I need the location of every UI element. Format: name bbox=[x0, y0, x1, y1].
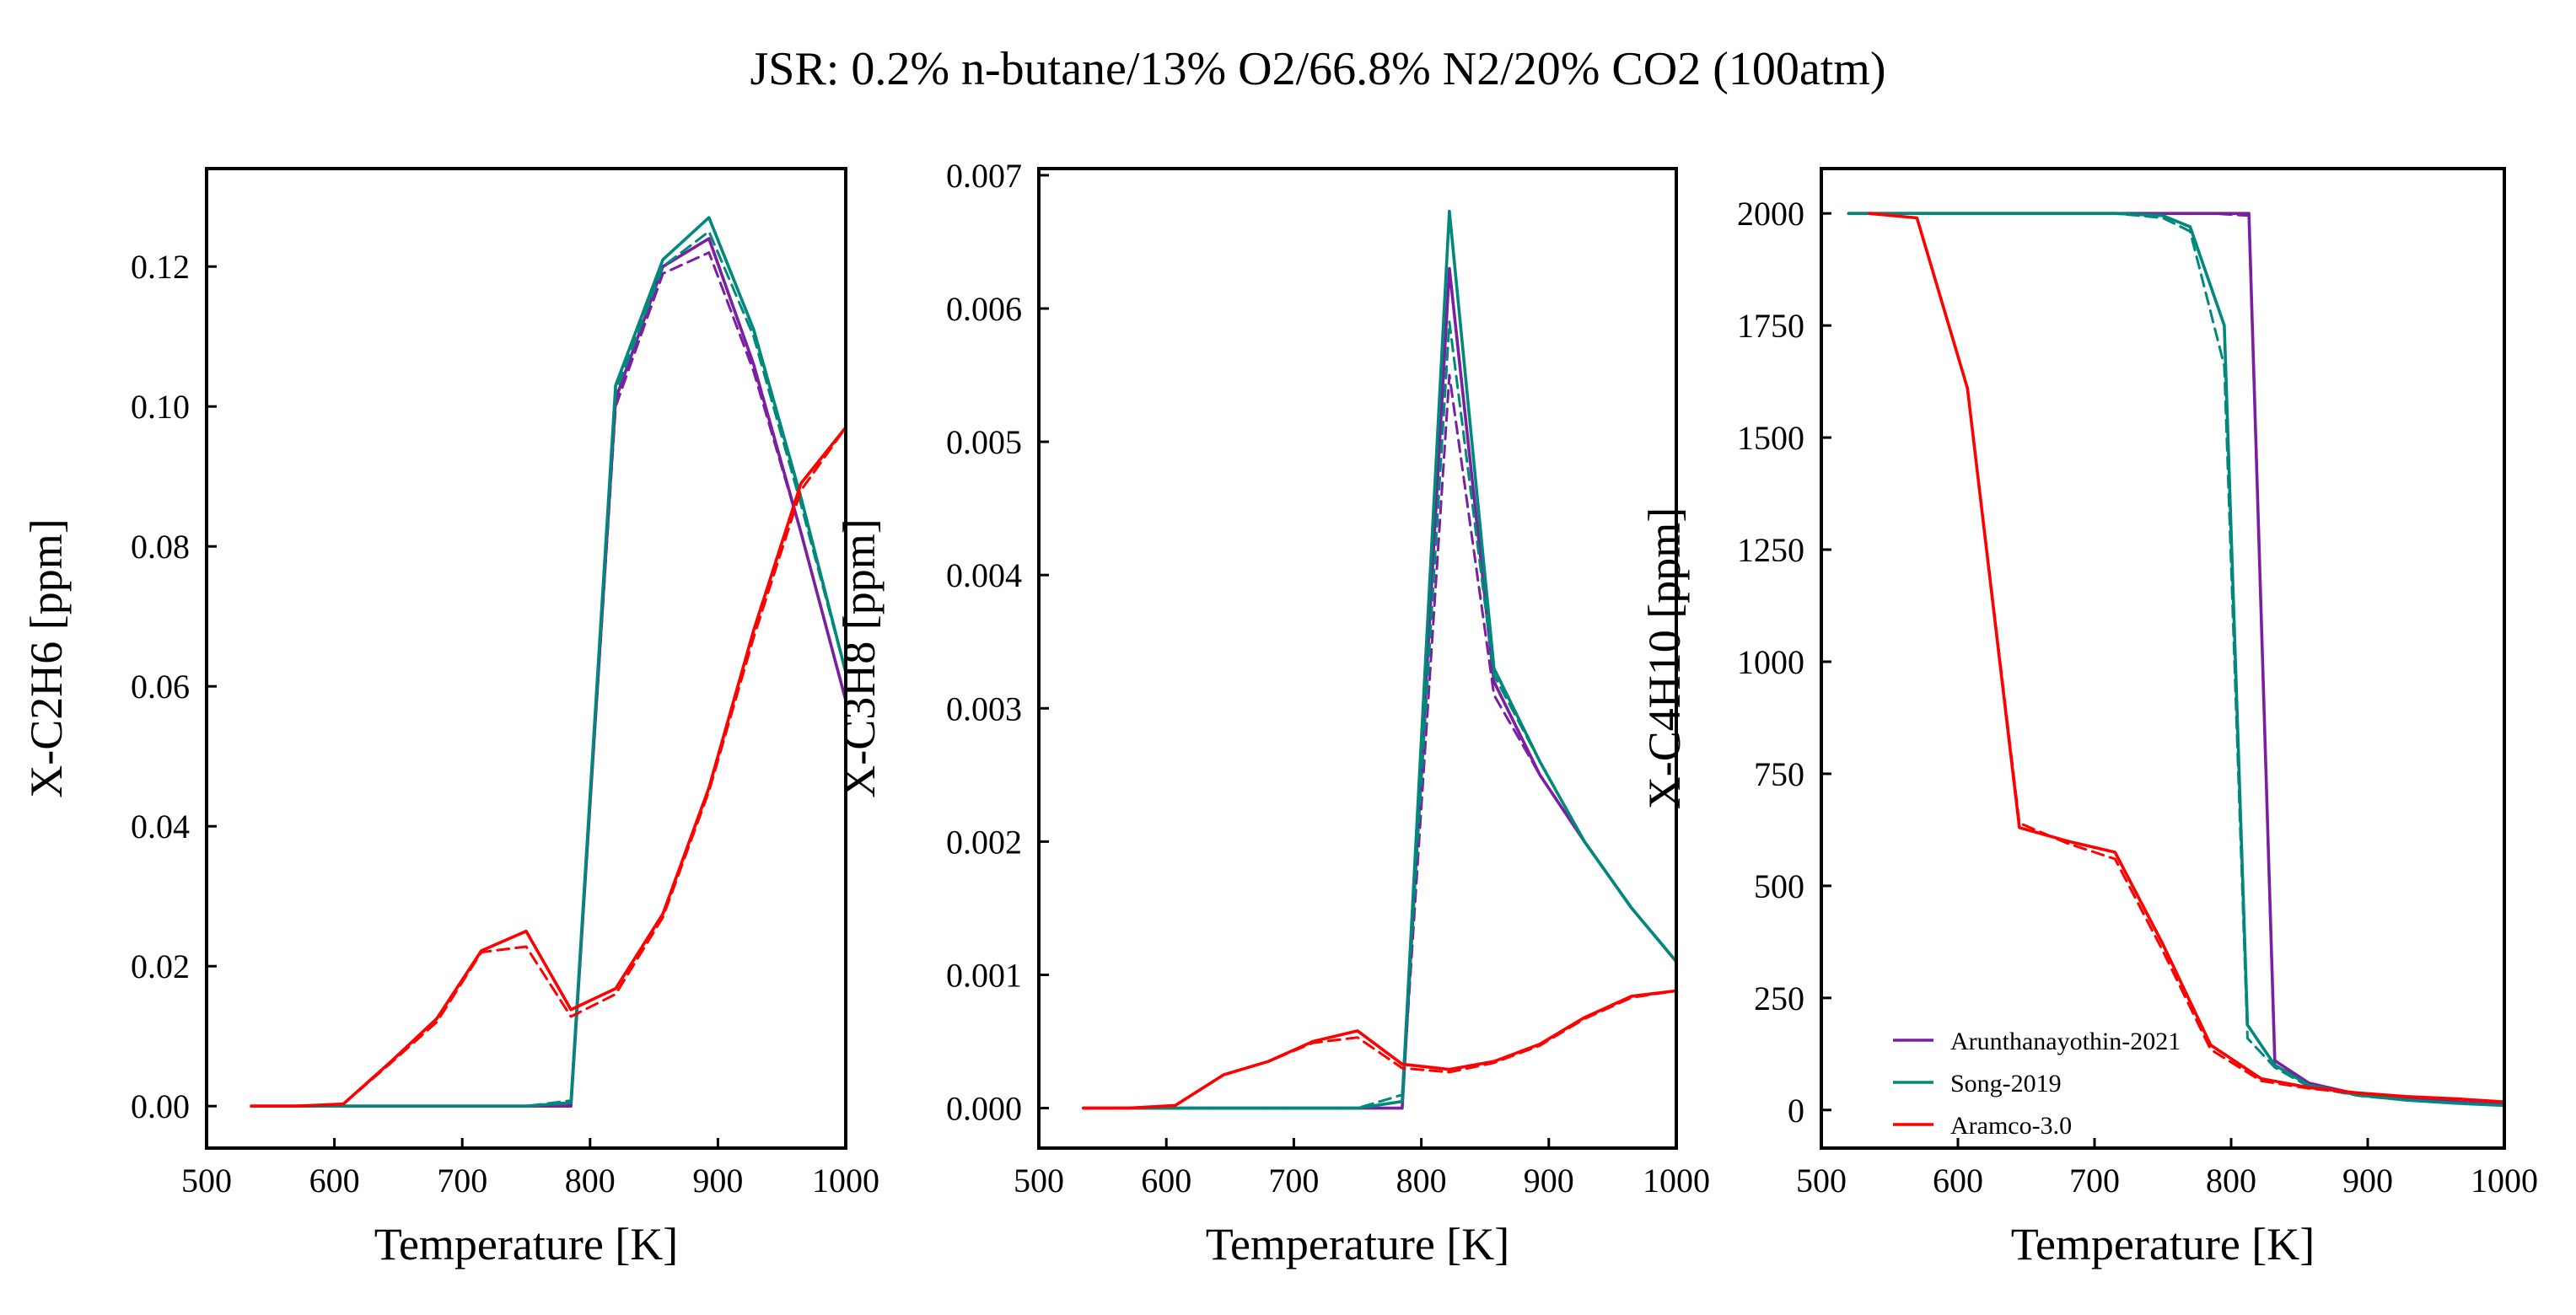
y-tick-label: 0.006 bbox=[946, 290, 1022, 328]
series-line-song-2019-dashed bbox=[1082, 320, 1676, 1110]
series-line-song-2019-dashed bbox=[1847, 212, 2504, 1107]
y-tick-label: 2000 bbox=[1737, 195, 1804, 233]
panel-c3h8: 500 600 700 800 900 1000 0.000 0.001 0.002 0.003 0… bbox=[834, 157, 1710, 1269]
y-tick-label: 0.00 bbox=[131, 1087, 190, 1125]
series-line-aramco-3-0-solid bbox=[1082, 989, 1676, 1110]
legend-label-song-2019: Song-2019 bbox=[1950, 1070, 2062, 1098]
y-tick-label: 0.007 bbox=[946, 157, 1022, 195]
series-line-song-2019-dashed bbox=[250, 230, 846, 1108]
x-tick-label: 800 bbox=[1396, 1162, 1447, 1200]
y-tick-label: 0 bbox=[1788, 1092, 1804, 1130]
series-line-aramco-3-0-solid bbox=[250, 426, 846, 1108]
y-tick-label: 0.06 bbox=[131, 668, 190, 706]
series-line-aramco-3-0-dashed bbox=[1868, 212, 2504, 1103]
x-tick-label: 700 bbox=[437, 1162, 487, 1200]
series-line-arunthanayothin-2021-dashed bbox=[1082, 373, 1676, 1110]
series-line-aramco-3-0-dashed bbox=[250, 426, 846, 1108]
x-tick-label: 700 bbox=[1268, 1162, 1319, 1200]
y-tick-label: 1000 bbox=[1737, 643, 1804, 681]
y-tick-label: 0.12 bbox=[131, 248, 190, 286]
y-tick-label: 1250 bbox=[1737, 531, 1804, 569]
y-axis-label: X-C4H10 [ppm] bbox=[1639, 507, 1690, 809]
panel-c2h6: 500 600 700 800 900 1000 0.00 0.02 0.04 0.06 0.08 0… bbox=[21, 167, 879, 1269]
x-tick-label: 900 bbox=[1524, 1162, 1574, 1200]
y-tick-label: 0.003 bbox=[946, 690, 1022, 727]
y-tick-label: 0.02 bbox=[131, 947, 190, 985]
x-axis-label: Temperature [K] bbox=[1206, 1219, 1510, 1269]
series-line-aramco-3-0-solid bbox=[1867, 212, 2504, 1103]
y-tick-label: 750 bbox=[1754, 755, 1804, 793]
x-tick-label: 600 bbox=[1141, 1162, 1191, 1200]
panel-c4h10: 500 600 700 800 900 1000 0 250 500 750 1000 1250 150… bbox=[1639, 167, 2538, 1269]
x-tick-label: 600 bbox=[1933, 1162, 1983, 1200]
y-tick-label: 500 bbox=[1754, 867, 1804, 905]
y-tick-label: 0.08 bbox=[131, 528, 190, 566]
y-tick-label: 0.000 bbox=[946, 1090, 1022, 1128]
legend-label-arunthanayothin-2021: Arunthanayothin-2021 bbox=[1950, 1028, 2181, 1055]
x-tick-label: 900 bbox=[2342, 1162, 2393, 1200]
figure-title: JSR: 0.2% n-butane/13% O2/66.8% N2/20% C… bbox=[750, 43, 1886, 95]
y-tick-label: 0.10 bbox=[131, 388, 190, 426]
y-axis-label: X-C3H8 [ppm] bbox=[834, 518, 885, 797]
series-group bbox=[1847, 212, 2504, 1108]
series-line-arunthanayothin-2021-dashed bbox=[250, 251, 846, 1108]
x-tick-label: 1000 bbox=[812, 1162, 879, 1200]
legend-label-aramco-3-0: Aramco-3.0 bbox=[1950, 1112, 2072, 1140]
y-tick-label: 1500 bbox=[1737, 419, 1804, 457]
x-tick-label: 500 bbox=[181, 1162, 232, 1200]
x-tick-label: 1000 bbox=[1643, 1162, 1710, 1200]
y-axis-label: X-C2H6 [ppm] bbox=[21, 518, 72, 797]
x-tick-label: 700 bbox=[2069, 1162, 2120, 1200]
x-tick-label: 800 bbox=[2206, 1162, 2256, 1200]
x-axis-label: Temperature [K] bbox=[2011, 1219, 2315, 1269]
x-tick-label: 600 bbox=[309, 1162, 360, 1200]
series-line-song-2019-solid bbox=[1082, 209, 1676, 1110]
x-tick-label: 900 bbox=[692, 1162, 743, 1200]
axes-frame bbox=[1820, 167, 2506, 1150]
legend: Arunthanayothin-2021 Song-2019 Aramco-3.0 bbox=[1893, 1028, 2181, 1140]
series-line-arunthanayothin-2021-solid bbox=[250, 237, 846, 1108]
x-tick-label: 500 bbox=[1796, 1162, 1847, 1200]
series-line-aramco-3-0-dashed bbox=[1082, 989, 1676, 1110]
x-tick-label: 500 bbox=[1014, 1162, 1064, 1200]
y-tick-label: 0.005 bbox=[946, 423, 1022, 461]
x-tick-label: 1000 bbox=[2471, 1162, 2538, 1200]
axes-frame bbox=[1037, 167, 1678, 1150]
series-group bbox=[250, 216, 846, 1108]
axes-frame bbox=[205, 167, 847, 1150]
y-tick-label: 250 bbox=[1754, 980, 1804, 1017]
y-tick-label: 1750 bbox=[1737, 307, 1804, 345]
x-axis-label: Temperature [K] bbox=[374, 1219, 679, 1269]
x-tick-label: 800 bbox=[565, 1162, 616, 1200]
series-line-arunthanayothin-2021-solid bbox=[1082, 266, 1676, 1110]
series-group bbox=[1082, 209, 1676, 1110]
y-tick-label: 0.004 bbox=[946, 556, 1022, 594]
y-tick-label: 0.04 bbox=[131, 808, 190, 845]
y-tick-label: 0.002 bbox=[946, 823, 1022, 861]
y-tick-label: 0.001 bbox=[946, 956, 1022, 994]
